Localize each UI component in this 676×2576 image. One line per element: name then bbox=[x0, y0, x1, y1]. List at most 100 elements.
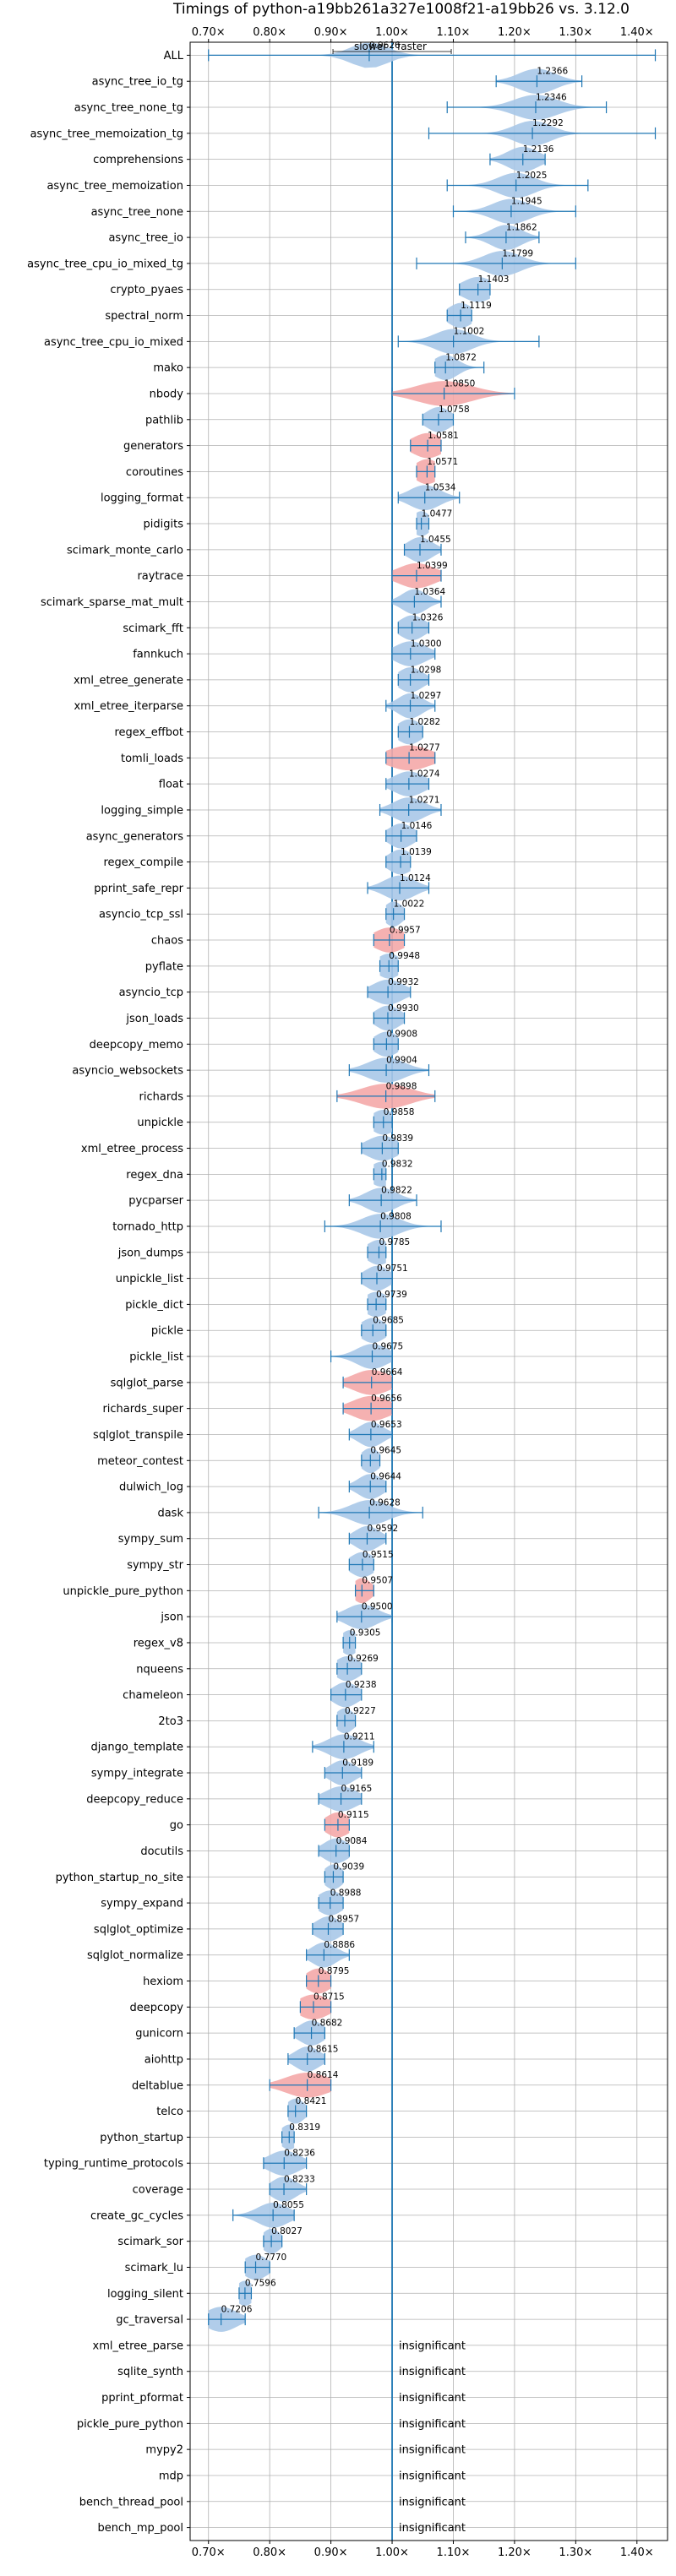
value-label: 0.9656 bbox=[371, 1394, 402, 1404]
value-label: 1.1002 bbox=[454, 327, 485, 337]
category-label: pickle_dict bbox=[125, 1299, 183, 1312]
value-label: 0.9500 bbox=[362, 1602, 393, 1612]
value-label: 0.8027 bbox=[271, 2226, 303, 2236]
label-layer: 0.9626 1.2366 1.2346 1.2292 1.2136 1.2025 1.19… bbox=[221, 41, 569, 2535]
category-label: chaos bbox=[151, 935, 183, 948]
category-label: json_dumps bbox=[117, 1247, 183, 1259]
category-label: async_tree_memoization bbox=[46, 180, 183, 193]
category-label: async_tree_cpu_io_mixed bbox=[44, 336, 183, 349]
value-label: 0.8236 bbox=[284, 2149, 315, 2159]
value-label: 1.0364 bbox=[414, 587, 445, 597]
value-label: 1.1862 bbox=[506, 222, 537, 232]
value-label: 0.8421 bbox=[296, 2096, 327, 2106]
category-label: bench_mp_pool bbox=[97, 2522, 183, 2535]
category-label: crypto_pyaes bbox=[110, 284, 183, 296]
category-label: coverage bbox=[133, 2184, 183, 2197]
value-label: 0.9930 bbox=[388, 1003, 419, 1014]
value-label: 0.9115 bbox=[338, 1810, 369, 1820]
value-label: 0.8615 bbox=[308, 2044, 339, 2054]
category-label: async_tree_io bbox=[108, 232, 183, 245]
category-label: deepcopy bbox=[129, 2002, 183, 2014]
category-label: scimark_sor bbox=[117, 2236, 183, 2248]
value-label: 0.8988 bbox=[330, 1888, 362, 1898]
value-label: 0.7206 bbox=[221, 2304, 253, 2314]
value-label: 0.9685 bbox=[373, 1316, 404, 1326]
category-label: tornado_http bbox=[112, 1220, 183, 1233]
value-label: 1.1119 bbox=[461, 301, 492, 311]
category-label: pprint_safe_repr bbox=[94, 883, 183, 895]
category-label: comprehensions bbox=[93, 154, 183, 166]
value-label: 0.9515 bbox=[363, 1550, 394, 1560]
category-label: xml_etree_parse bbox=[93, 2340, 183, 2352]
category-label: regex_compile bbox=[103, 856, 183, 869]
category-label: scimark_lu bbox=[125, 2262, 183, 2274]
value-label: 1.1403 bbox=[478, 274, 510, 285]
category-label: asyncio_tcp bbox=[119, 986, 183, 999]
value-label: 0.9628 bbox=[369, 1497, 401, 1508]
value-label: 0.9751 bbox=[377, 1264, 408, 1274]
insignificant-label: insignificant bbox=[399, 2496, 466, 2508]
category-label: async_tree_memoization_tg bbox=[30, 128, 183, 140]
value-label: 1.0124 bbox=[400, 873, 431, 883]
x-tick-label-top: 1.00× bbox=[375, 26, 409, 39]
value-label: 0.9932 bbox=[388, 977, 419, 987]
category-label: deepcopy_memo bbox=[90, 1039, 183, 1052]
value-label: 1.0282 bbox=[409, 717, 440, 727]
value-label: 1.0271 bbox=[409, 795, 440, 805]
category-label: tomli_loads bbox=[121, 753, 183, 765]
category-label: scimark_sparse_mat_mult bbox=[41, 596, 183, 609]
value-label: 0.8319 bbox=[289, 2122, 320, 2133]
value-label: 0.9227 bbox=[345, 1706, 376, 1716]
value-label: 0.8614 bbox=[308, 2070, 339, 2080]
value-label: 0.9739 bbox=[376, 1290, 407, 1300]
value-label: 1.0534 bbox=[425, 483, 456, 493]
value-label: 1.2346 bbox=[536, 92, 567, 102]
category-label: async_tree_none_tg bbox=[74, 102, 183, 115]
value-label: 0.9084 bbox=[336, 1836, 368, 1846]
x-tick-label-bottom: 0.80× bbox=[253, 2546, 286, 2559]
category-label: unpickle_list bbox=[116, 1273, 183, 1285]
value-label: 0.9898 bbox=[386, 1081, 417, 1091]
value-label: 1.1945 bbox=[511, 197, 542, 207]
category-label: gunicorn bbox=[135, 2028, 183, 2041]
value-label: 0.9507 bbox=[362, 1576, 393, 1586]
category-label: deltablue bbox=[132, 2079, 183, 2092]
category-label: sqlglot_optimize bbox=[94, 1923, 183, 1936]
x-tick-label-bottom: 1.30× bbox=[559, 2546, 592, 2559]
category-label: raytrace bbox=[137, 570, 183, 583]
category-label: unpickle_pure_python bbox=[63, 1585, 183, 1598]
value-label: 1.0850 bbox=[444, 378, 476, 389]
category-label: sqlglot_transpile bbox=[93, 1429, 183, 1442]
value-label: 0.9165 bbox=[341, 1784, 373, 1794]
category-label: pyflate bbox=[145, 960, 183, 973]
x-tick-label-top: 0.90× bbox=[314, 26, 348, 39]
value-label: 1.0571 bbox=[427, 457, 458, 467]
category-label: bench_thread_pool bbox=[79, 2496, 183, 2508]
value-label: 0.9675 bbox=[372, 1341, 403, 1351]
value-label: 1.0455 bbox=[420, 535, 451, 545]
value-label: 0.7596 bbox=[245, 2279, 276, 2289]
x-tick-label-top: 1.10× bbox=[437, 26, 471, 39]
category-label: pidigits bbox=[144, 519, 184, 531]
x-tick-label-top: 1.30× bbox=[559, 26, 592, 39]
x-tick-label-top: 1.20× bbox=[498, 26, 532, 39]
x-tick-label-bottom: 1.10× bbox=[437, 2546, 471, 2559]
category-label: async_tree_io_tg bbox=[92, 76, 183, 89]
value-label: 0.9269 bbox=[347, 1654, 379, 1664]
category-label: python_startup_no_site bbox=[56, 1872, 183, 1884]
category-label: create_gc_cycles bbox=[90, 2209, 183, 2222]
value-label: 1.0300 bbox=[411, 639, 442, 649]
chart-title: Timings of python-a19bb261a327e1008f21-a… bbox=[172, 1, 630, 18]
value-label: 0.9948 bbox=[389, 951, 420, 961]
value-label: 0.9785 bbox=[379, 1237, 410, 1247]
value-label: 0.9305 bbox=[350, 1628, 381, 1638]
category-label: logging_simple bbox=[101, 804, 183, 817]
insignificant-label: insignificant bbox=[399, 2340, 466, 2352]
category-label: sqlglot_parse bbox=[111, 1377, 183, 1389]
category-label: mako bbox=[153, 362, 183, 375]
value-label: 0.9039 bbox=[333, 1862, 364, 1872]
category-label: async_generators bbox=[86, 830, 184, 843]
plot-frame bbox=[189, 41, 668, 2541]
category-label: gc_traversal bbox=[116, 2314, 183, 2327]
